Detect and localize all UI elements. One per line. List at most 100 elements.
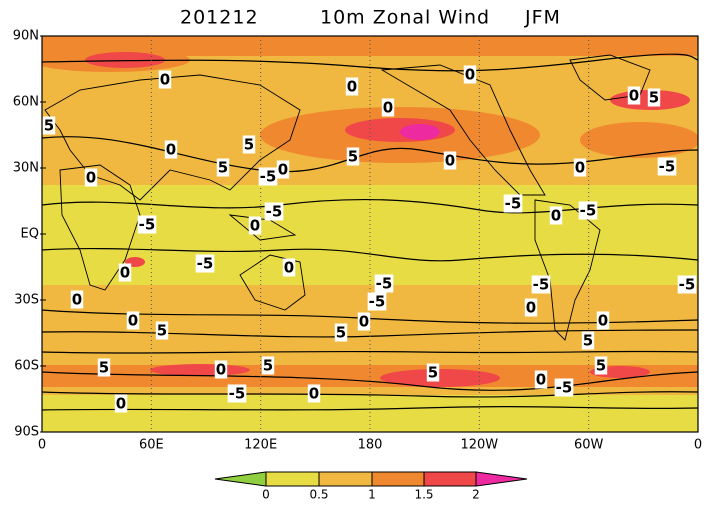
- latitude-label: 60N: [13, 95, 39, 110]
- contour-label-bg: [426, 363, 440, 382]
- contour-label-bg: [657, 157, 677, 176]
- contour-label-bg: [158, 70, 172, 89]
- contour-label: 5: [428, 364, 438, 382]
- contour-label-bg: [70, 290, 84, 309]
- contour-label-bg: [307, 384, 321, 403]
- contour-label: 5: [44, 117, 54, 135]
- contour-label: 0: [128, 312, 138, 330]
- contour-label: 0: [383, 99, 393, 117]
- contour-label-bg: [214, 360, 228, 379]
- longitude-label: 60W: [574, 438, 604, 453]
- contour-label-bg: [227, 384, 247, 403]
- contour-label: 0: [536, 371, 546, 389]
- contour-label-bg: [381, 98, 395, 117]
- longitude-label: 60E: [139, 438, 164, 453]
- contour-label-bg: [578, 201, 598, 220]
- contour-label: 0: [120, 264, 130, 282]
- contour-label: 5: [218, 159, 228, 177]
- contour-label: 5: [99, 359, 109, 377]
- title-date: 201212: [180, 7, 259, 29]
- contour-label-bg: [345, 77, 359, 96]
- contour-label: 0: [347, 78, 357, 96]
- contour-label-bg: [114, 394, 128, 413]
- contour-label-bg: [647, 88, 661, 107]
- contour-label-bg: [374, 274, 394, 293]
- contour-label: -5: [580, 202, 597, 220]
- contour-label: 0: [86, 169, 96, 187]
- contour-label-bg: [276, 160, 290, 179]
- contour-label: 0: [250, 217, 260, 235]
- contour-label: 5: [596, 357, 606, 375]
- contour-label-bg: [155, 321, 169, 340]
- colorbar-label: 1.5: [414, 488, 433, 502]
- contour-label-bg: [549, 206, 563, 225]
- contour-label: 0: [309, 385, 319, 403]
- contour-label: -5: [139, 216, 156, 234]
- contour-label-bg: [357, 312, 371, 331]
- contour-label-bg: [594, 356, 608, 375]
- contour-label: 0: [598, 312, 608, 330]
- contour-label: 5: [583, 332, 593, 350]
- longitude-label: 180: [358, 438, 383, 453]
- latitude-label: EQ: [21, 227, 39, 242]
- contour-label: -5: [679, 276, 696, 294]
- contour-label: 5: [263, 357, 273, 375]
- contour-label: 0: [551, 207, 561, 225]
- contour-label: 0: [284, 259, 294, 277]
- contour-label-bg: [282, 258, 296, 277]
- longitude-label: 120E: [244, 438, 277, 453]
- contour-label-bg: [264, 202, 284, 221]
- longitude-label: 0: [694, 438, 702, 453]
- contour-label: 0: [278, 161, 288, 179]
- contour-label: 0: [72, 291, 82, 309]
- contour-label: 0: [166, 141, 176, 159]
- contour-label: -5: [369, 293, 386, 311]
- contour-label-bg: [84, 168, 98, 187]
- contour-label-bg: [261, 356, 275, 375]
- contour-label: 0: [629, 87, 639, 105]
- contour-label-bg: [503, 194, 523, 213]
- contour-label-bg: [97, 358, 111, 377]
- contour-label-bg: [554, 378, 574, 397]
- contour-label-bg: [164, 140, 178, 159]
- contour-label-bg: [534, 370, 548, 389]
- contour-label-bg: [42, 116, 56, 135]
- contour-label: -5: [266, 203, 283, 221]
- latitude-label: 90N: [13, 29, 39, 44]
- contour-label-bg: [367, 292, 387, 311]
- contour-label-bg: [627, 86, 641, 105]
- contour-label-bg: [248, 216, 262, 235]
- contour-label: -5: [533, 276, 550, 294]
- contour-label-bg: [126, 311, 140, 330]
- contour-label-bg: [524, 298, 538, 317]
- colorbar: [214, 471, 528, 487]
- contour-label-bg: [216, 158, 230, 177]
- contour-label: 0: [116, 395, 126, 413]
- contour-label: -5: [556, 379, 573, 397]
- longitude-label: 0: [38, 438, 46, 453]
- latitude-label: 90S: [14, 425, 39, 440]
- contour-label: 0: [526, 299, 536, 317]
- contour-label: -5: [659, 158, 676, 176]
- contour-label: 0: [216, 361, 226, 379]
- title-season: JFM: [524, 7, 561, 29]
- title-variable: 10m Zonal Wind: [320, 7, 490, 29]
- contour-label: 0: [359, 313, 369, 331]
- colorbar-label: 2: [472, 488, 480, 502]
- contour-label: 0: [160, 71, 170, 89]
- contour-label: -5: [376, 275, 393, 293]
- contour-label-bg: [334, 323, 348, 342]
- contour-label-bg: [346, 147, 360, 166]
- contour-label-bg: [258, 167, 278, 186]
- contour-label: 5: [348, 148, 358, 166]
- contour-label: 0: [575, 159, 585, 177]
- contour-label-bg: [596, 311, 610, 330]
- latitude-label: 30N: [13, 161, 39, 176]
- contour-label: 5: [157, 322, 167, 340]
- contour-label: 0: [445, 152, 455, 170]
- contour-label: -5: [197, 255, 214, 273]
- contour-label-bg: [581, 331, 595, 350]
- contour-label-bg: [531, 275, 551, 294]
- contour-label-bg: [443, 151, 457, 170]
- contour-label: 5: [244, 136, 254, 154]
